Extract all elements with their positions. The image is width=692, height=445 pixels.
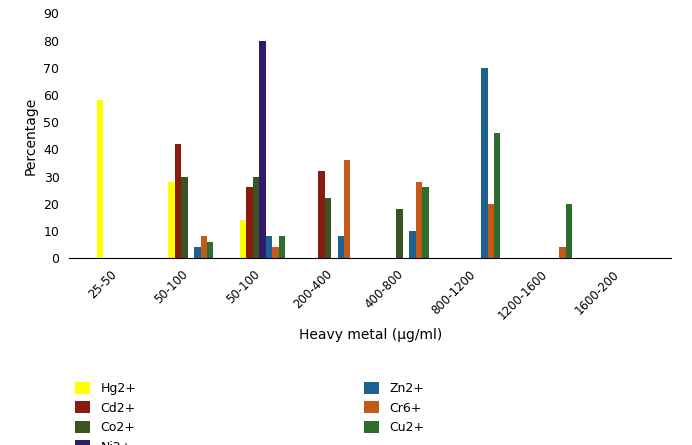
- Bar: [494, 133, 500, 258]
- Bar: [207, 242, 214, 258]
- Bar: [481, 68, 487, 258]
- Legend: Zn2+, Cr6+, Cu2+: Zn2+, Cr6+, Cu2+: [365, 382, 425, 434]
- Bar: [422, 187, 428, 258]
- Bar: [97, 101, 103, 258]
- Bar: [168, 182, 175, 258]
- Bar: [565, 204, 572, 258]
- Bar: [325, 198, 331, 258]
- Bar: [253, 177, 260, 258]
- Bar: [344, 160, 350, 258]
- Bar: [397, 209, 403, 258]
- Bar: [175, 144, 181, 258]
- Bar: [260, 40, 266, 258]
- Bar: [201, 236, 207, 258]
- Y-axis label: Percentage: Percentage: [24, 97, 38, 175]
- Bar: [416, 182, 422, 258]
- Bar: [338, 236, 344, 258]
- Bar: [194, 247, 201, 258]
- Bar: [240, 220, 246, 258]
- Bar: [181, 177, 188, 258]
- X-axis label: Heavy metal (μg/ml): Heavy metal (μg/ml): [298, 328, 442, 342]
- Bar: [487, 204, 494, 258]
- Bar: [279, 236, 285, 258]
- Bar: [318, 171, 325, 258]
- Bar: [559, 247, 565, 258]
- Bar: [246, 187, 253, 258]
- Bar: [409, 231, 416, 258]
- Bar: [273, 247, 279, 258]
- Bar: [266, 236, 273, 258]
